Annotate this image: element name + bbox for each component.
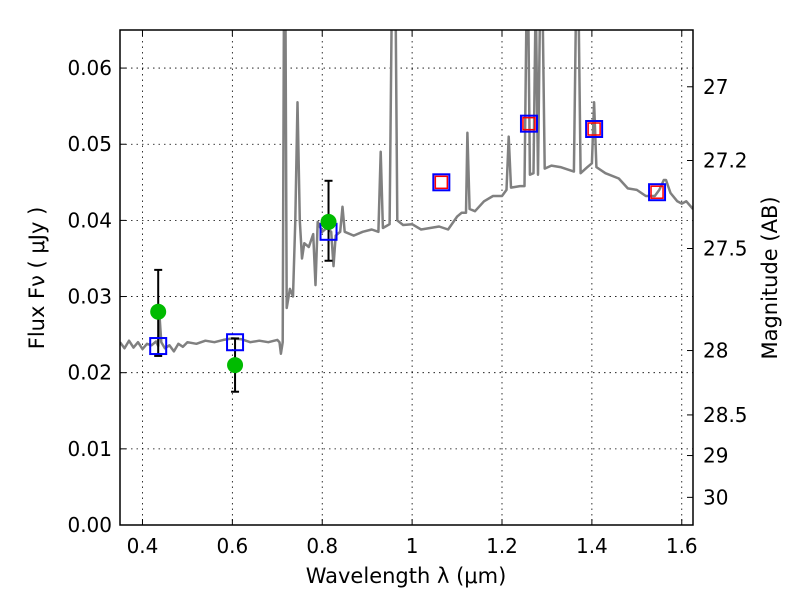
model-point-blue [648, 183, 667, 202]
ticks: 0.4 0.6 0.8 1 1.2 1.4 1.6 0.00 0.01 0.02 0.03 0.04 0… [67, 30, 748, 558]
model-point-blue [226, 333, 245, 352]
model-point-blue [432, 173, 451, 192]
x-tick-label: 1.2 [486, 534, 518, 558]
x-tick-label: 1.6 [666, 534, 698, 558]
observed-point [150, 303, 167, 320]
observed-point [320, 213, 337, 230]
x-tick-label: 1 [406, 534, 419, 558]
model-point-blue [585, 120, 604, 138]
x-axis-label: Wavelength λ (μm) [306, 564, 507, 588]
spectrum-line [120, 30, 693, 355]
right-tick-label: 27.2 [703, 149, 748, 173]
right-tick-label: 30 [703, 485, 728, 509]
right-tick-label: 29 [703, 444, 728, 468]
x-tick-label: 0.8 [306, 534, 338, 558]
model-point-red [522, 116, 536, 131]
model-point-red [434, 175, 449, 190]
plot-frame [119, 29, 694, 526]
y-tick-label: 0.04 [67, 208, 112, 232]
x-tick-label: 1.4 [576, 534, 608, 558]
y-tick-label: 0.06 [67, 56, 112, 80]
right-tick-label: 28 [703, 339, 728, 363]
model-point-blue [149, 337, 168, 356]
x-tick-label: 0.4 [127, 534, 159, 558]
x-tick-label: 0.6 [216, 534, 248, 558]
right-tick-label: 27.5 [703, 237, 748, 261]
right-tick-label: 27 [703, 75, 728, 99]
y-tick-label: 0.03 [67, 285, 112, 309]
grid [120, 30, 693, 526]
model-point-blue [519, 114, 538, 133]
model-point-red [650, 185, 664, 199]
plot-area [120, 30, 693, 393]
right-tick-label: 28.5 [703, 403, 748, 427]
right-axis-label: Magnitude (AB) [758, 196, 782, 359]
model-point-red [587, 122, 601, 136]
y-tick-label: 0.05 [67, 132, 112, 156]
y-tick-label: 0.02 [67, 361, 112, 385]
y-tick-label: 0.00 [67, 513, 112, 537]
y-axis-label: Flux Fν ( μJy ) [25, 207, 49, 350]
observed-point [227, 357, 244, 374]
y-tick-label: 0.01 [67, 437, 112, 461]
